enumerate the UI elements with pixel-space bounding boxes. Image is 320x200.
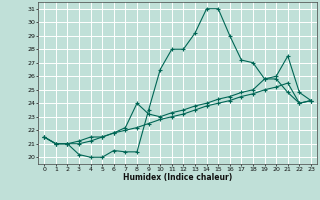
X-axis label: Humidex (Indice chaleur): Humidex (Indice chaleur) <box>123 173 232 182</box>
